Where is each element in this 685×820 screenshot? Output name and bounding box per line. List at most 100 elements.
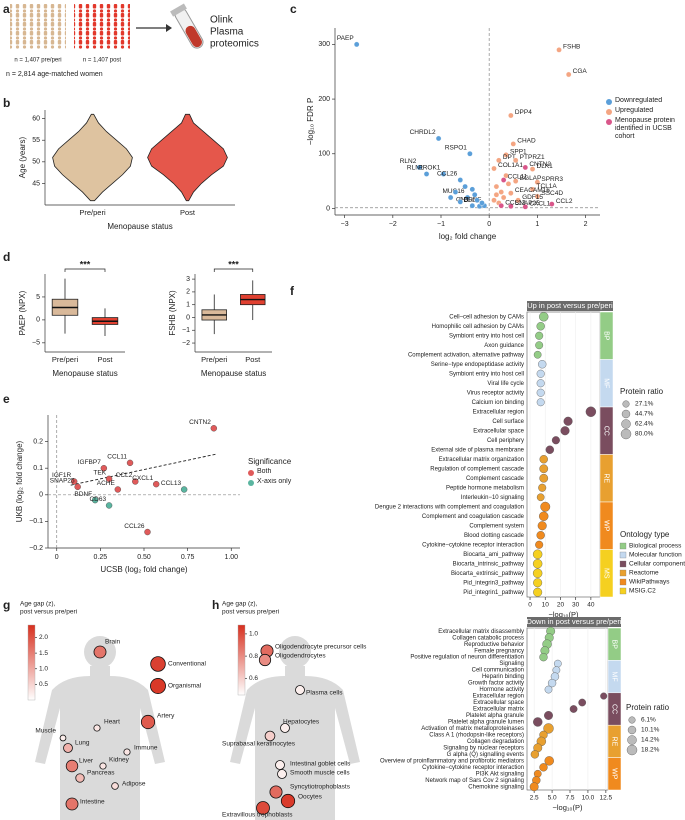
organ-dot: [258, 653, 272, 667]
point-label: TEK: [93, 470, 106, 477]
legend-swatch: [619, 542, 627, 550]
point: [529, 186, 536, 193]
point-label: IGF1R: [52, 472, 71, 479]
row-label: Extracellular region: [473, 694, 524, 700]
x-tick-label: Pre/peri: [52, 355, 79, 364]
assay-text: proteomics: [210, 39, 259, 50]
row-label: Regulation of complement cascade: [430, 466, 524, 472]
organ-dot: [63, 743, 73, 753]
y-tick-label: 0.1: [33, 465, 43, 472]
organ-label: Brain: [105, 639, 121, 646]
row-label: Cytokine−cytokine receptor interaction: [422, 542, 524, 548]
y-tick-label: 0.2: [33, 438, 43, 445]
point-label: CGA: [573, 68, 588, 75]
point: [452, 189, 459, 195]
group-label: MF: [603, 378, 610, 388]
header-title: Down in post versus pre/peri: [526, 617, 621, 626]
legend-label: Menopause protein identified in UCSB coh…: [615, 117, 675, 140]
pre-peri-people: [10, 4, 66, 49]
dot: [539, 763, 548, 772]
row-label: Symbiont entry into host cell: [449, 333, 524, 339]
organ-label: Extravillous trophoblasts: [222, 812, 293, 819]
organ-label: Syncytiotrophoblasts: [290, 784, 351, 791]
colorbar-label: 1.5: [39, 650, 48, 657]
size-legend-dot: [627, 735, 637, 745]
organ-label: Pancreas: [87, 770, 115, 777]
point-label: RLN2: [400, 158, 417, 165]
organ-dot: [65, 797, 79, 811]
panel-letter: a: [3, 2, 10, 16]
y-tick-label: 45: [32, 180, 40, 187]
dot: [529, 782, 539, 792]
row-label: Virus receptor activity: [467, 390, 524, 396]
point: [353, 41, 360, 48]
row-label: Collagen degradation: [467, 739, 524, 745]
row-label: Extracellular matrix organization: [439, 457, 524, 463]
y-axis-label: FSHB (NPX): [168, 290, 177, 336]
point: [474, 197, 480, 204]
y-tick-label: 0: [39, 492, 43, 499]
legend-label: Downregulated: [615, 97, 663, 104]
row-label: Extracellular space: [473, 700, 524, 706]
row-label: Extracellular matrix: [473, 707, 524, 713]
organ-dot: [264, 730, 276, 742]
point: [505, 181, 512, 187]
row-label: Cell–cell adhesion by CAMs: [449, 314, 524, 320]
dot: [535, 540, 544, 549]
assay-text: Plasma: [210, 27, 244, 38]
dot: [539, 312, 549, 322]
point-label: CEACAM16: [515, 187, 550, 194]
legend-label: Biological process: [629, 543, 682, 550]
row-label: Peptide hormone metabolism: [446, 485, 524, 491]
panel-letter: c: [290, 2, 297, 16]
organ-dot: [123, 748, 131, 756]
row-label: Hormone activity: [479, 687, 524, 693]
organ-dot: [269, 785, 283, 799]
panel-letter: b: [3, 96, 10, 110]
point: [512, 178, 519, 184]
colorbar-title: post versus pre/peri: [20, 609, 77, 616]
violin: [52, 113, 133, 202]
point: [529, 166, 536, 172]
organ-dot: [275, 760, 285, 770]
point: [522, 203, 529, 210]
group-strip: [607, 757, 622, 791]
point: [512, 157, 519, 164]
dot: [569, 705, 578, 713]
point-label: PROK1: [418, 165, 440, 172]
organ-dot: [93, 645, 107, 659]
point-label: BGLAP: [520, 175, 542, 182]
size-legend-label: 44.7%: [635, 411, 654, 418]
legend-label: Upregulated: [615, 107, 654, 114]
point: [471, 191, 478, 198]
size-legend-title: Protein ratio: [626, 703, 670, 712]
point: [565, 71, 572, 78]
x-tick-label: 1: [535, 221, 539, 228]
size-legend-label: 10.1%: [641, 727, 660, 734]
point: [493, 191, 500, 198]
dot: [535, 331, 544, 340]
group-label: BP: [611, 640, 618, 650]
dot: [600, 692, 608, 700]
legend-swatch: [248, 480, 254, 486]
organ-dot: [280, 793, 296, 809]
assay-text: Olink: [210, 15, 234, 26]
row-label: Platelet alpha granule lumen: [448, 720, 524, 726]
organ-label: Lung: [75, 740, 90, 747]
organ-dot: [59, 734, 67, 742]
point-label: RSPO1: [445, 144, 467, 151]
colorbar-title: Age gap (z),: [222, 601, 258, 608]
y-axis-label: UKB (log₂ fold change): [15, 440, 24, 522]
row-label: Growth factor activity: [468, 681, 524, 687]
x-tick-label: 0: [55, 554, 59, 561]
row-label: Viral life cycle: [487, 381, 524, 387]
row-label: Dengue 2 interactions with complement an…: [375, 504, 524, 510]
organ-dot: [256, 801, 270, 815]
significance-label: ***: [80, 259, 91, 269]
x-tick-label: 2: [584, 221, 588, 228]
y-tick-label: 0: [326, 205, 330, 212]
point-label: SPP1: [510, 149, 527, 156]
y-tick-label: 100: [318, 151, 330, 158]
dot: [533, 717, 543, 727]
y-axis-label: −log₁₀ FDR P: [306, 98, 315, 146]
